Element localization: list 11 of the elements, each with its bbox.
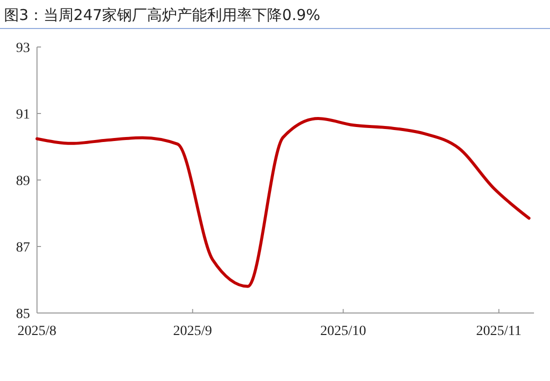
y-tick-label: 85 xyxy=(16,306,30,322)
y-tick-label: 89 xyxy=(16,174,30,189)
line-series xyxy=(36,116,530,288)
y-tick-label: 93 xyxy=(16,40,30,56)
chart-title: 图3：当周247家钢厂高炉产能利用率下降0.9% xyxy=(4,6,320,24)
x-tick-label: 2025/10 xyxy=(320,324,366,339)
y-tick-label: 87 xyxy=(16,240,30,256)
x-tick-label: 2025/8 xyxy=(18,324,56,339)
x-tick-label: 2025/11 xyxy=(476,324,522,339)
x-tick-label: 2025/9 xyxy=(173,324,212,339)
y-tick-label: 91 xyxy=(16,107,30,122)
